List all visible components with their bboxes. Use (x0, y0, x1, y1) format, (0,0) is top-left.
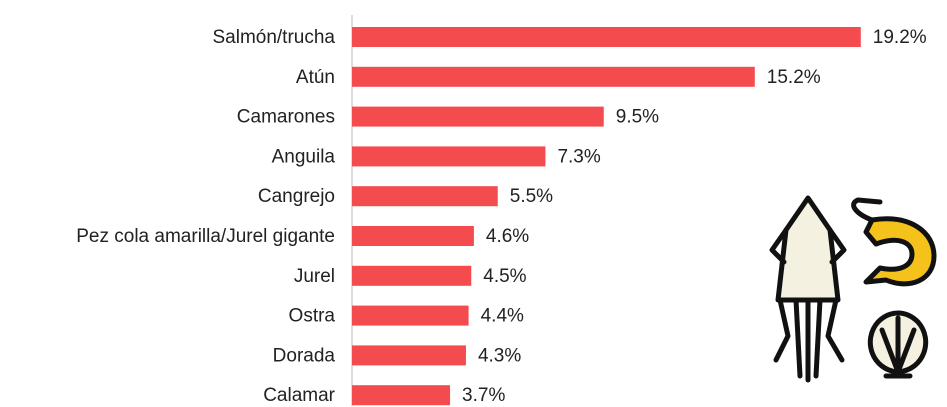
value-label: 19.2% (873, 27, 927, 48)
bar (352, 265, 472, 286)
value-label: 4.4% (481, 306, 524, 327)
value-label: 4.3% (478, 345, 521, 366)
value-label: 15.2% (767, 67, 821, 88)
value-label: 5.5% (510, 186, 553, 207)
value-label: 3.7% (462, 385, 505, 406)
bar (352, 146, 546, 167)
squid-tentacles (773, 297, 845, 383)
bar (352, 106, 604, 127)
category-label: Cangrejo (258, 186, 335, 207)
bar (352, 385, 451, 406)
shrimp-icon (863, 216, 937, 287)
category-label: Pez cola amarilla/Jurel gigante (76, 226, 335, 247)
bar (352, 226, 474, 246)
bar (352, 345, 466, 366)
bar (352, 27, 861, 47)
category-label: Calamar (263, 385, 335, 406)
category-label: Ostra (289, 306, 336, 327)
value-label: 4.6% (486, 226, 529, 247)
squid-fin (769, 227, 847, 265)
shrimp-antenna (851, 197, 883, 223)
category-label: Camarones (237, 107, 335, 128)
category-label: Jurel (294, 266, 335, 287)
category-label: Salmón/trucha (212, 27, 335, 48)
bar (352, 186, 498, 207)
value-label: 4.5% (483, 266, 526, 287)
squid-icon (775, 195, 841, 303)
shell-ridges (879, 315, 917, 379)
category-label: Anguila (272, 146, 336, 167)
value-label: 9.5% (616, 107, 659, 128)
seafood-icons (769, 195, 937, 383)
category-label: Atún (296, 67, 335, 88)
bar (352, 66, 755, 87)
bar (352, 305, 469, 326)
value-label: 7.3% (557, 146, 600, 167)
category-label: Dorada (273, 345, 336, 366)
